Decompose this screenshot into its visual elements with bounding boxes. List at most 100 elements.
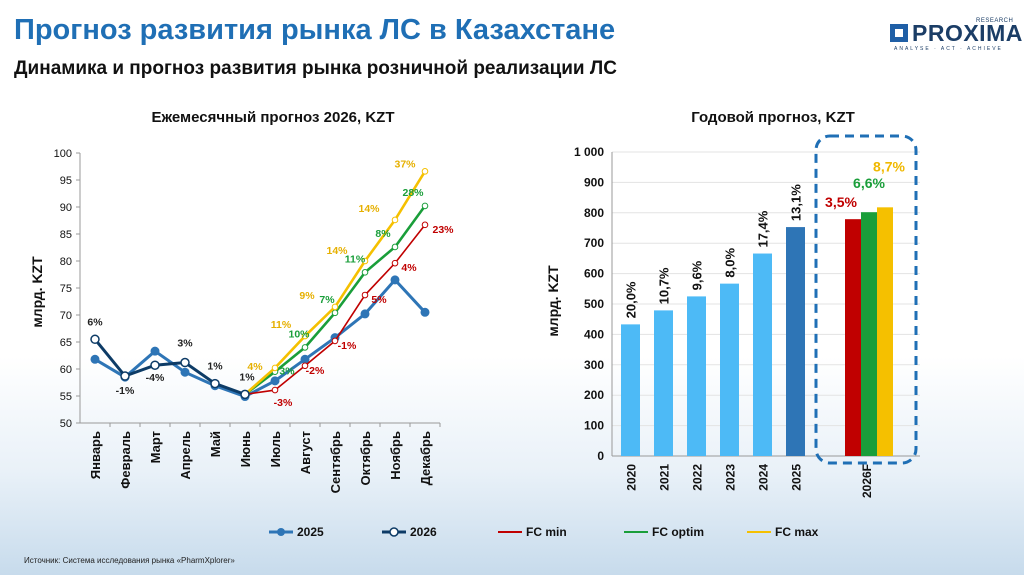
point-fc-min bbox=[361, 291, 369, 299]
data-label: -2% bbox=[306, 365, 325, 377]
legend-label: FC max bbox=[775, 525, 819, 539]
month-label: Январь bbox=[88, 431, 103, 479]
line-y-tick-label: 50 bbox=[60, 418, 72, 430]
data-label: 5% bbox=[371, 294, 387, 306]
bar-2022 bbox=[687, 296, 706, 456]
logo-tagline: ANALYSE · ACT · ACHIEVE bbox=[894, 46, 1003, 52]
line-y-tick-label: 80 bbox=[60, 256, 72, 268]
series-line-2025 bbox=[94, 277, 427, 399]
line-y-tick-label: 90 bbox=[60, 202, 72, 214]
data-label: -1% bbox=[116, 385, 135, 397]
data-label: 6% bbox=[87, 316, 103, 328]
point-2026 bbox=[120, 371, 130, 381]
month-label: Апрель bbox=[178, 431, 193, 480]
point-fc-max bbox=[331, 303, 339, 311]
bar-y-tick-label: 1 000 bbox=[574, 145, 604, 159]
line-y-tick-label: 95 bbox=[60, 175, 72, 187]
bar-2026f-fc-max bbox=[877, 207, 893, 456]
bar-2023 bbox=[720, 283, 739, 456]
line-y-tick-label: 60 bbox=[60, 364, 72, 376]
month-label: Октябрь bbox=[358, 431, 373, 486]
bar-growth-label: 17,4% bbox=[756, 210, 771, 247]
bar-2026f-fc-min bbox=[845, 219, 861, 456]
point-2026 bbox=[210, 378, 220, 389]
point-fc-optim bbox=[361, 269, 369, 276]
forecast-growth-label: 3,5% bbox=[825, 194, 857, 210]
data-label: 14% bbox=[358, 203, 380, 215]
data-label: 7% bbox=[319, 294, 335, 306]
bar-chart-ylabel: млрд. KZT bbox=[545, 265, 561, 337]
bar-y-tick-label: 400 bbox=[584, 327, 604, 341]
data-label: 37% bbox=[394, 158, 416, 170]
point-fc-min bbox=[271, 386, 279, 394]
bar-2026f-fc-optim bbox=[861, 212, 877, 456]
line-y-tick-label: 100 bbox=[54, 148, 72, 160]
bar-y-tick-label: 800 bbox=[584, 206, 604, 220]
point-2025 bbox=[150, 346, 160, 356]
point-fc-max bbox=[301, 332, 309, 340]
point-2025 bbox=[270, 376, 280, 386]
point-2025 bbox=[90, 354, 100, 364]
logo-mark-icon bbox=[890, 24, 908, 42]
point-fc-min bbox=[391, 259, 399, 267]
bar-x-label: 2024 bbox=[757, 464, 771, 491]
logo-name: PROXIMA bbox=[912, 20, 1023, 46]
point-fc-min bbox=[421, 221, 429, 229]
data-label: -1% bbox=[338, 340, 357, 352]
bar-2020 bbox=[621, 324, 640, 456]
bar-growth-label: 9,6% bbox=[690, 260, 705, 290]
point-fc-min bbox=[301, 362, 309, 370]
point-fc-optim bbox=[421, 202, 429, 210]
data-label: -3% bbox=[274, 397, 293, 409]
bar-2021 bbox=[654, 310, 673, 456]
month-label: Декабрь bbox=[418, 431, 433, 485]
point-fc-optim bbox=[301, 344, 309, 351]
forecast-highlight-frame bbox=[814, 134, 918, 465]
data-label: 4% bbox=[401, 262, 417, 274]
bar-x-label: 2021 bbox=[658, 464, 672, 491]
point-2026 bbox=[240, 389, 250, 400]
bar-x-label: 2020 bbox=[625, 464, 639, 491]
point-2026 bbox=[180, 357, 190, 368]
legend-label: FC min bbox=[526, 525, 567, 539]
bar-2025 bbox=[786, 227, 805, 456]
bar-y-tick-label: 0 bbox=[597, 449, 604, 463]
legend-marker bbox=[389, 527, 399, 537]
point-fc-max bbox=[361, 257, 369, 265]
point-fc-max bbox=[421, 168, 429, 175]
month-label: Сентябрь bbox=[328, 431, 343, 493]
point-2026 bbox=[90, 334, 100, 345]
bar-y-tick-label: 100 bbox=[584, 419, 604, 433]
data-label: 1% bbox=[239, 371, 255, 383]
line-y-tick-label: 70 bbox=[60, 310, 72, 322]
data-label: 8% bbox=[375, 228, 391, 240]
month-label: Май bbox=[208, 431, 223, 457]
bar-growth-label: 13,1% bbox=[789, 184, 804, 221]
bar-x-label: 2025 bbox=[790, 464, 804, 491]
bar-y-tick-label: 300 bbox=[584, 358, 604, 372]
data-label: 4% bbox=[247, 361, 263, 373]
legend-marker bbox=[277, 528, 285, 536]
data-label: 11% bbox=[345, 253, 366, 265]
month-label: Июль bbox=[268, 431, 283, 467]
point-2025 bbox=[390, 275, 400, 285]
bar-x-label: 2026F bbox=[860, 464, 874, 498]
line-chart-title: Ежемесячный прогноз 2026, KZT bbox=[151, 109, 394, 126]
series-line-2026 bbox=[93, 338, 246, 396]
bar-y-tick-label: 900 bbox=[584, 175, 604, 189]
data-label: 23% bbox=[432, 224, 454, 236]
data-label: 28% bbox=[402, 187, 424, 199]
point-2025 bbox=[420, 307, 430, 317]
point-fc-max bbox=[271, 364, 279, 372]
month-label: Август bbox=[298, 431, 313, 474]
point-fc-optim bbox=[391, 243, 399, 251]
month-label: Февраль bbox=[118, 431, 133, 489]
page-title: Прогноз развития рынка ЛС в Казахстане bbox=[14, 14, 616, 46]
data-label: 1% bbox=[207, 361, 223, 373]
point-2026 bbox=[150, 360, 160, 370]
bar-growth-label: 20,0% bbox=[624, 281, 639, 318]
bar-2024 bbox=[753, 253, 772, 456]
month-label: Март bbox=[148, 431, 163, 463]
